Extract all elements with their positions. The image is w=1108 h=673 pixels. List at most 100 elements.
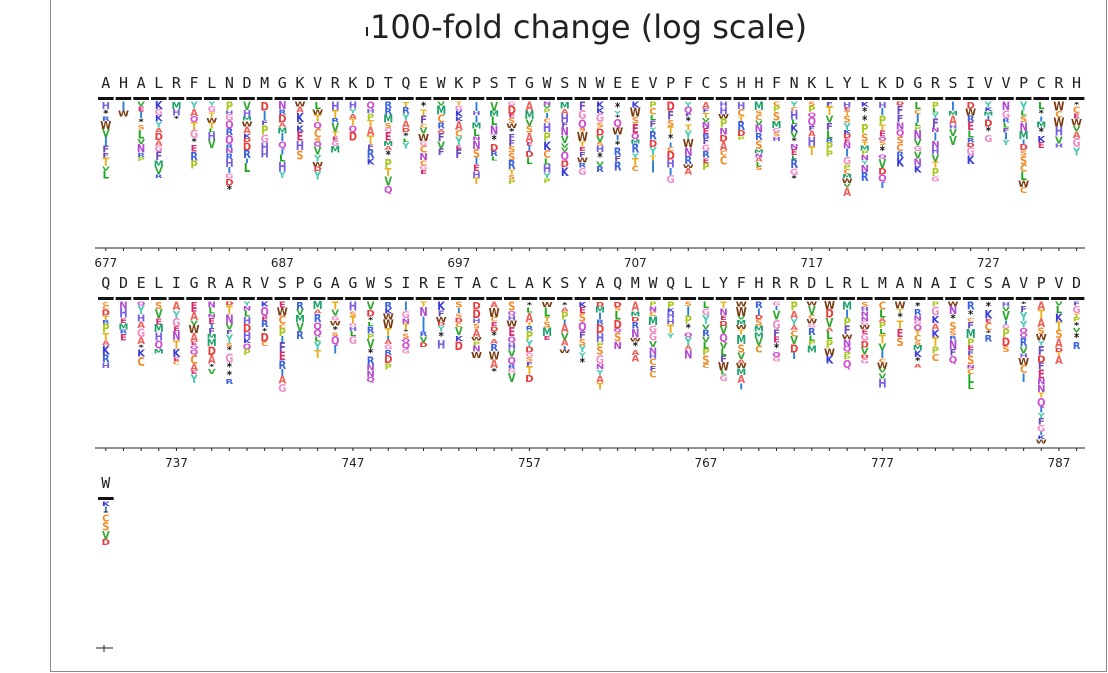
logo-glyph: Q <box>684 106 693 116</box>
logo-glyph: D <box>861 340 869 350</box>
logo-glyph: N <box>649 306 657 314</box>
logo-glyph: * <box>227 369 233 381</box>
logo-glyph: C <box>543 118 550 124</box>
logo-glyph: C <box>932 353 939 364</box>
logo-glyph: D <box>472 307 480 321</box>
logo-glyph: N <box>278 101 286 112</box>
wildtype-bar <box>503 297 520 300</box>
logo-glyph: I <box>669 167 673 178</box>
logo-glyph: A <box>808 130 817 139</box>
logo-glyph: V <box>102 529 110 541</box>
logo-glyph: I <box>1004 320 1008 326</box>
logo-glyph: V <box>826 115 834 126</box>
logo-glyph: D <box>631 315 639 323</box>
logo-glyph: D <box>755 315 764 321</box>
logo-glyph: M <box>436 104 446 118</box>
logo-glyph: V <box>861 347 870 357</box>
logo-glyph: E <box>703 157 710 165</box>
logo-glyph: R <box>702 150 710 160</box>
logo-glyph: Y <box>401 142 410 151</box>
sequence-letter: D <box>807 274 816 292</box>
logo-glyph: S <box>755 138 762 152</box>
logo-glyph: W <box>418 133 429 144</box>
logo-glyph: K <box>455 335 464 343</box>
tick-label: 787 <box>1047 456 1070 470</box>
logo-glyph: F <box>508 134 515 143</box>
logo-glyph: C <box>137 355 144 369</box>
logo-glyph: Q <box>243 343 252 352</box>
sequence-letter: K <box>807 74 816 92</box>
wildtype-bar <box>980 97 997 100</box>
sequence-letter: F <box>190 74 199 92</box>
logo-glyph: R <box>914 309 922 318</box>
logo-row-2: QCCDTRPTAKRHDNHEMREEQYHAGA*KCLSVEMHQMIAY… <box>95 274 1085 470</box>
tick-label: 687 <box>271 256 294 270</box>
logo-glyph: R <box>684 155 692 167</box>
logo-glyph: C <box>543 149 551 162</box>
logo-glyph: T <box>667 126 674 136</box>
logo-glyph: E <box>120 333 127 344</box>
logo-glyph: L <box>1038 101 1045 112</box>
logo-glyph: W <box>718 113 729 120</box>
logo-glyph: I <box>280 336 284 345</box>
logo-glyph: * <box>492 331 498 342</box>
wildtype-bar <box>962 297 979 300</box>
logo-glyph: L <box>314 336 321 344</box>
logo-glyph: L <box>244 310 251 319</box>
sequence-letter: P <box>1037 274 1046 292</box>
logo-glyph: D <box>508 103 516 117</box>
logo-glyph: I <box>1022 138 1026 145</box>
logo-glyph: F <box>773 329 780 340</box>
sequence-letter: S <box>560 274 569 292</box>
logo-glyph: A <box>402 120 410 131</box>
logo-glyph: T <box>102 155 109 169</box>
logo-glyph: M <box>983 111 993 117</box>
logo-glyph: G <box>508 368 516 374</box>
logo-glyph: K <box>243 339 252 345</box>
logo-glyph: K <box>455 111 464 120</box>
logo-glyph: T <box>544 316 551 322</box>
logo-glyph: Y <box>790 318 799 329</box>
logo-glyph: H <box>349 101 357 112</box>
logo-glyph: W <box>294 100 306 108</box>
logo-glyph: G <box>525 352 533 358</box>
logo-glyph: R <box>1073 341 1081 352</box>
logo-glyph: V <box>243 100 252 113</box>
logo-glyph: N <box>755 124 763 136</box>
wildtype-bar <box>1015 97 1032 100</box>
logo-glyph: I <box>881 182 885 191</box>
logo-glyph: I <box>245 157 249 164</box>
logo-glyph: R <box>226 153 234 162</box>
logo-glyph: N <box>719 127 727 137</box>
logo-glyph: W <box>1036 334 1047 343</box>
logo-glyph: Y <box>701 313 710 327</box>
logo-glyph: D <box>278 113 287 126</box>
logo-glyph: S <box>102 520 109 534</box>
sequence-letter: A <box>472 274 481 292</box>
logo-glyph: E <box>155 318 162 327</box>
tick-label: 777 <box>871 456 894 470</box>
logo-glyph: * <box>297 122 302 127</box>
wildtype-bar <box>503 97 520 100</box>
logo-glyph: D <box>666 150 675 163</box>
logo-glyph: N <box>172 329 180 343</box>
logo-glyph: A <box>243 126 251 137</box>
logo-glyph: I <box>686 305 690 319</box>
logo-row-1: AH*RWVIFFTVLHIWAVEI*SLVNRPLKGKYADAGFMVRR… <box>94 74 1085 270</box>
logo-glyph: S <box>755 318 762 328</box>
logo-glyph: R <box>579 162 587 169</box>
logo-glyph: M <box>383 140 393 148</box>
logo-glyph: N <box>1019 120 1027 134</box>
logo-glyph: V <box>773 307 781 323</box>
logo-glyph: D <box>102 539 110 548</box>
logo-glyph: P <box>596 341 603 348</box>
logo-glyph: E <box>120 317 127 325</box>
logo-glyph: V <box>384 173 392 189</box>
logo-glyph: H <box>349 300 357 314</box>
wildtype-bar <box>433 297 449 300</box>
logo-glyph: Q <box>578 117 586 131</box>
logo-glyph: D <box>455 339 463 353</box>
logo-glyph: L <box>879 308 886 320</box>
logo-glyph: I <box>475 157 479 167</box>
logo-glyph: R <box>278 108 286 116</box>
